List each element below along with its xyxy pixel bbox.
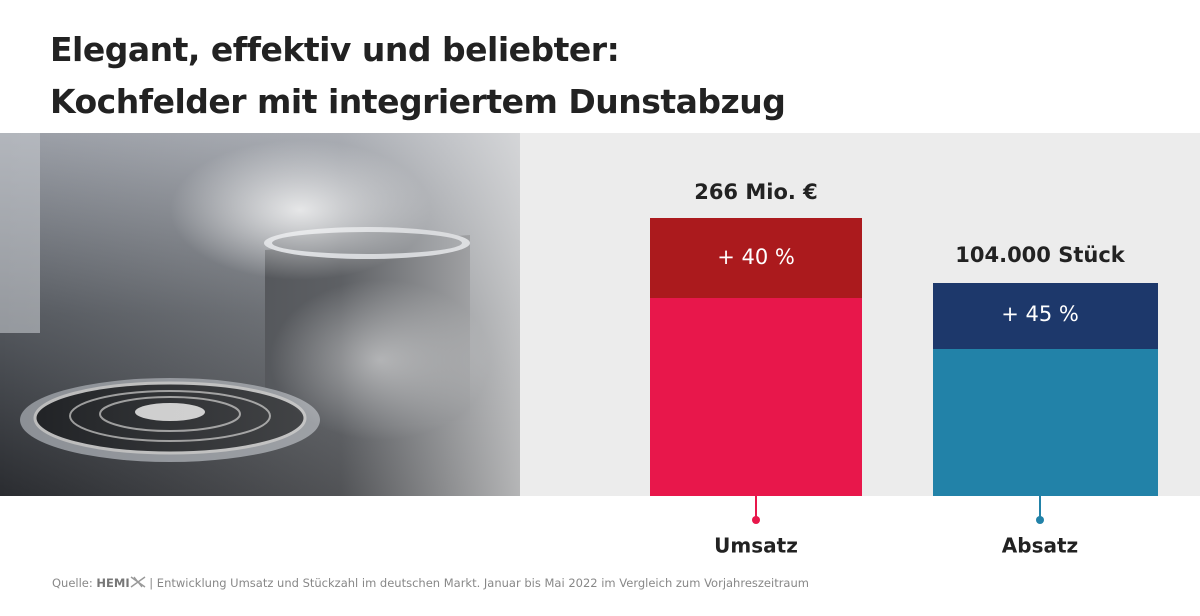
connector-dot: [752, 516, 760, 524]
title-line: Elegant, effektiv und beliebter:: [50, 30, 620, 69]
photo: [0, 133, 620, 496]
bar-base: [650, 298, 862, 496]
bar-name: Absatz: [1002, 534, 1078, 558]
growth-label: + 45 %: [1001, 302, 1079, 326]
bar-growth: [933, 283, 1158, 349]
title-line: Kochfelder mit integriertem Dunstabzug: [50, 82, 786, 121]
footer: Quelle: HEMI | Entwicklung Umsatz und St…: [52, 576, 809, 590]
logo: HEMI: [96, 576, 130, 590]
bar-growth: [650, 218, 862, 298]
source-label: Quelle:: [52, 576, 93, 590]
growth-label: + 40 %: [717, 245, 795, 269]
total-label: 266 Mio. €: [694, 180, 818, 204]
source-text: | Entwicklung Umsatz und Stückzahl im de…: [149, 576, 809, 590]
connector-dot: [1036, 516, 1044, 524]
total-label: 104.000 Stück: [955, 243, 1126, 267]
bar-name: Umsatz: [714, 534, 798, 558]
logo-mark: [130, 576, 146, 588]
bar-base: [933, 349, 1158, 496]
